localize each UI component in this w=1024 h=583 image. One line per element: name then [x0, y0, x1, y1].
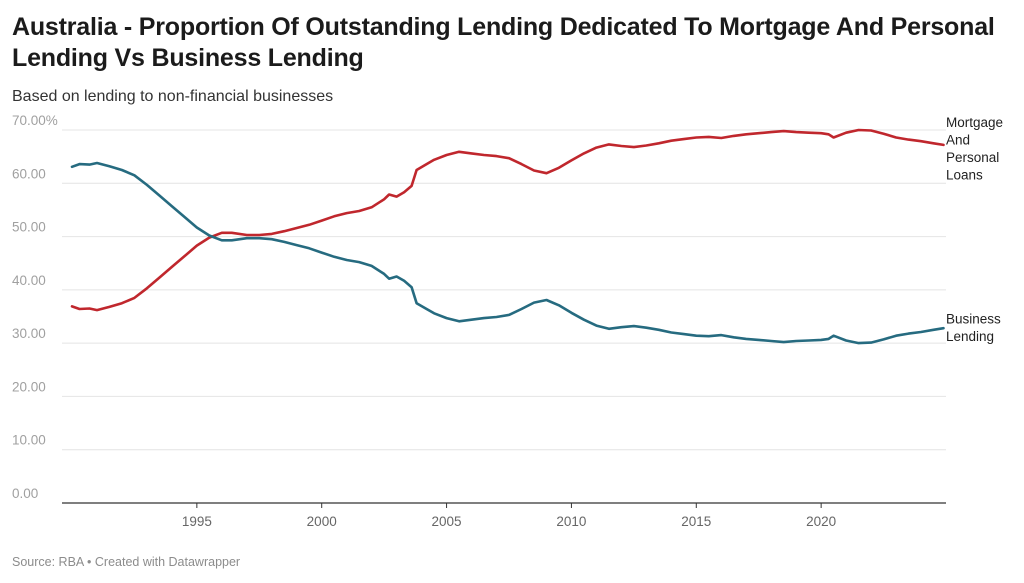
- chart-title: Australia - Proportion Of Outstanding Le…: [12, 13, 995, 72]
- series-label: Loans: [946, 167, 983, 182]
- series-label: Business: [946, 311, 1001, 326]
- source-note: Source: RBA • Created with Datawrapper: [12, 555, 241, 569]
- y-tick-label: 30.00: [12, 326, 46, 341]
- series-label: Personal: [946, 150, 999, 165]
- x-tick-label: 2000: [307, 514, 337, 529]
- series-line-business-lending: [70, 161, 945, 345]
- chart-subtitle: Based on lending to non-financial busine…: [12, 88, 334, 105]
- series-label: And: [946, 132, 970, 147]
- y-tick-label: 0.00: [12, 486, 38, 501]
- y-tick-label: 50.00: [12, 220, 46, 235]
- y-tick-label: 10.00: [12, 433, 46, 448]
- y-tick-label: 60.00: [12, 166, 46, 181]
- series-lines: [70, 128, 945, 345]
- y-tick-label: 40.00: [12, 273, 46, 288]
- x-tick-label: 2005: [432, 514, 462, 529]
- x-tick-label: 2010: [556, 514, 586, 529]
- series-line-mortgage-and-personal-loans: [70, 128, 945, 312]
- y-tick-label: 20.00: [12, 379, 46, 394]
- series-labels: Mortgage And Personal Loans Business Lending: [946, 115, 1003, 344]
- x-tick-label: 2015: [681, 514, 711, 529]
- x-tick-label: 2020: [806, 514, 836, 529]
- x-tick-label: 1995: [182, 514, 212, 529]
- series-label: Lending: [946, 329, 994, 344]
- series-label: Mortgage: [946, 115, 1003, 130]
- x-axis-ticks: 1995 2000 2005 2010 2015 2020: [182, 503, 836, 529]
- y-tick-label: 70.00%: [12, 113, 58, 128]
- y-axis-ticks: 0.00 10.00 20.00 30.00 40.00 50.00 60.00 70.00%: [12, 113, 58, 501]
